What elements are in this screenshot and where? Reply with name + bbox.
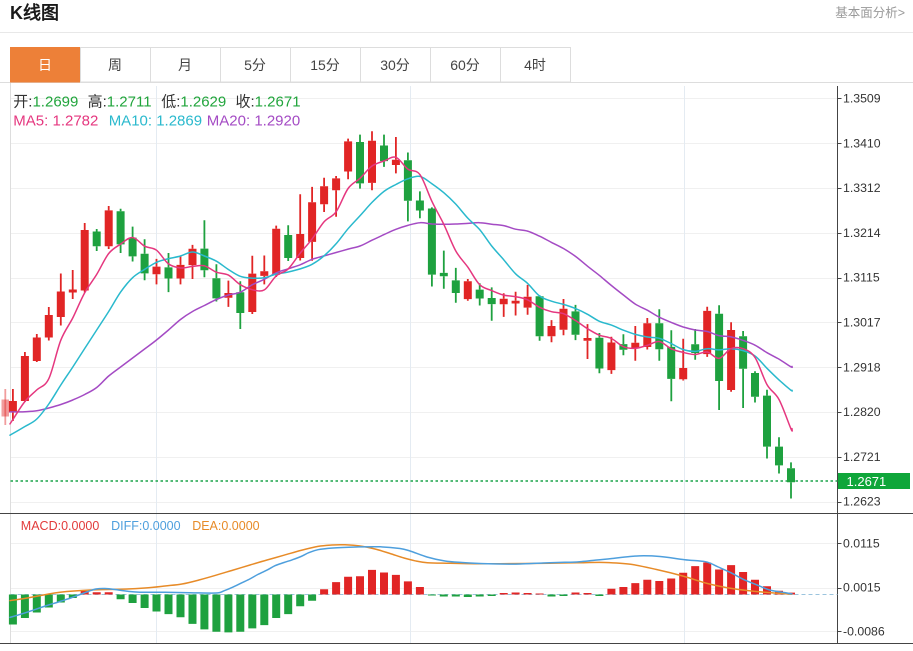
svg-text:1.2918: 1.2918 (843, 360, 881, 374)
svg-text:1.2721: 1.2721 (843, 450, 881, 464)
svg-text:0.0115: 0.0115 (843, 536, 880, 550)
svg-text:1.2623: 1.2623 (843, 495, 881, 509)
svg-text:60分: 60分 (450, 57, 480, 73)
svg-text:1.2820: 1.2820 (843, 405, 881, 419)
svg-text:0.0015: 0.0015 (843, 581, 881, 595)
svg-text:1.3509: 1.3509 (843, 92, 881, 106)
svg-text:1.3312: 1.3312 (843, 181, 881, 195)
svg-text:周: 周 (108, 57, 122, 73)
svg-text:K线图: K线图 (10, 2, 59, 23)
svg-text:1.2671: 1.2671 (847, 474, 887, 489)
svg-text:日: 日 (38, 57, 52, 73)
svg-text:-0.0086: -0.0086 (843, 624, 885, 638)
svg-text:1.3410: 1.3410 (843, 136, 881, 150)
svg-text:5分: 5分 (244, 57, 266, 73)
svg-text:30分: 30分 (380, 57, 410, 73)
svg-text:1.3214: 1.3214 (843, 226, 881, 240)
svg-text:1.3017: 1.3017 (843, 316, 881, 330)
svg-text:4时: 4时 (524, 57, 546, 73)
svg-text:月: 月 (178, 57, 192, 73)
svg-text:基本面分析>: 基本面分析> (835, 6, 905, 20)
svg-text:1.3115: 1.3115 (843, 271, 880, 285)
svg-text:15分: 15分 (310, 57, 340, 73)
